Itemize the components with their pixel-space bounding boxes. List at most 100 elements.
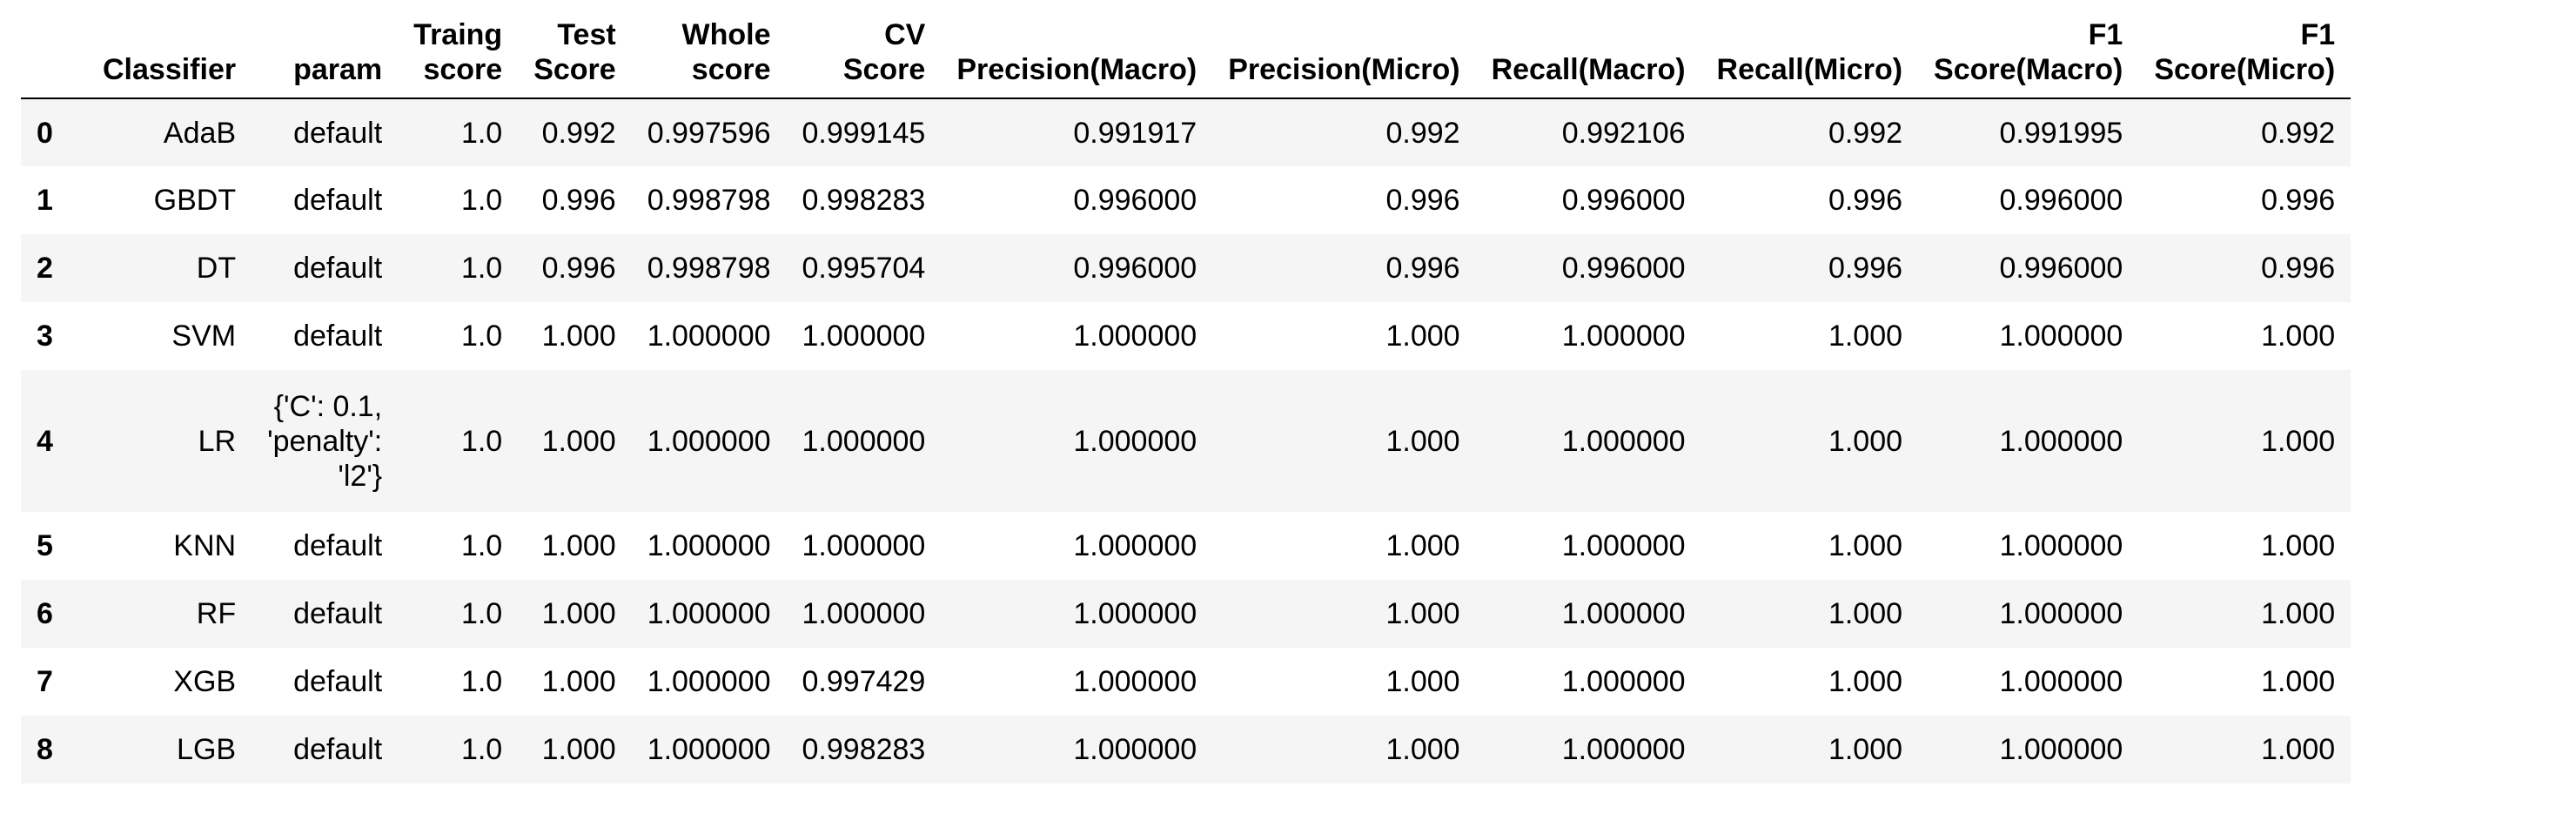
column-header-line: Classifier	[103, 53, 237, 86]
param-line: {'C': 0.1,	[273, 389, 383, 423]
cell-f1-macro: 1.000000	[1999, 424, 2123, 458]
cell-classifier: LR	[198, 424, 237, 458]
param-line: default	[293, 597, 383, 630]
cell-cv-score: 0.997429	[802, 665, 926, 698]
table-body: 0 AdaB default 1.0 0.992 0.997596 0.999145 0.99…	[21, 98, 2351, 784]
table-row: 3 SVM default 1.0 1.000 1.000000 1.000000 1.000…	[21, 302, 2351, 370]
cell-test-score: 0.992	[541, 116, 616, 150]
cell-recall-micro: 1.000	[1828, 424, 1903, 458]
cell-whole-score: 1.000000	[647, 733, 771, 766]
cell-f1-micro: 1.000	[2261, 665, 2336, 698]
cell-param: {'C': 0.1,'penalty':'l2'}	[252, 370, 398, 512]
column-header-line: Score(Micro)	[2154, 53, 2336, 86]
index-header	[21, 5, 87, 99]
column-header-line: Score	[842, 53, 926, 86]
cell-precision-macro: 1.000000	[1073, 424, 1197, 458]
dataframe-output: Classifier param Traing score Test Score Whole…	[21, 5, 2351, 784]
cell-recall-macro: 1.000000	[1561, 319, 1686, 353]
cell-classifier: LGB	[177, 733, 237, 766]
cell-f1-macro: 1.000000	[1999, 529, 2123, 562]
cell-recall-micro: 1.000	[1828, 597, 1903, 630]
param-line: default	[293, 733, 383, 766]
table-row: 6 RF default 1.0 1.000 1.000000 1.000000 1.0000…	[21, 580, 2351, 648]
cell-classifier: AdaB	[163, 116, 237, 150]
column-header-cv-score: CV Score	[786, 5, 942, 99]
column-header-line: F1	[2088, 18, 2123, 51]
cell-training-score: 1.0	[460, 529, 503, 562]
column-header-line: score	[423, 53, 503, 86]
cell-training-score: 1.0	[460, 319, 503, 353]
cell-test-score: 0.996	[541, 184, 616, 217]
cell-classifier: RF	[196, 597, 237, 630]
table-row: 4 LR {'C': 0.1,'penalty':'l2'} 1.0 1.000 1.00…	[21, 370, 2351, 512]
cell-whole-score: 1.000000	[647, 597, 771, 630]
cell-test-score: 1.000	[541, 597, 616, 630]
cell-test-score: 1.000	[541, 529, 616, 562]
cell-cv-score: 1.000000	[802, 424, 926, 458]
cell-training-score: 1.0	[460, 184, 503, 217]
row-index: 1	[37, 184, 53, 217]
column-header-param: param	[252, 5, 399, 99]
cell-whole-score: 1.000000	[647, 424, 771, 458]
cell-precision-micro: 0.992	[1385, 116, 1460, 150]
cell-precision-micro: 0.996	[1385, 184, 1460, 217]
cell-recall-macro: 1.000000	[1561, 424, 1686, 458]
cell-recall-micro: 0.996	[1828, 184, 1903, 217]
column-header-line: F1	[2300, 18, 2336, 51]
cell-recall-macro: 1.000000	[1561, 665, 1686, 698]
param-line: default	[293, 184, 383, 217]
cell-f1-micro: 0.992	[2261, 116, 2336, 150]
cell-param: default	[252, 234, 398, 302]
column-header-test-score: Test Score	[518, 5, 632, 99]
cell-classifier: GBDT	[153, 184, 237, 217]
cell-recall-macro: 1.000000	[1561, 529, 1686, 562]
param-line: 'penalty':	[267, 424, 383, 458]
row-index: 4	[37, 424, 53, 458]
cell-training-score: 1.0	[460, 597, 503, 630]
column-header-training-score: Traing score	[398, 5, 519, 99]
row-index: 2	[37, 252, 53, 285]
cell-precision-micro: 1.000	[1385, 529, 1460, 562]
cell-training-score: 1.0	[460, 252, 503, 285]
cell-training-score: 1.0	[460, 116, 503, 150]
cell-cv-score: 0.998283	[802, 184, 926, 217]
param-line: default	[293, 319, 383, 353]
param-line: default	[293, 252, 383, 285]
cell-f1-macro: 0.991995	[1999, 116, 2123, 150]
cell-recall-micro: 1.000	[1828, 733, 1903, 766]
row-index: 8	[37, 733, 53, 766]
cell-param: default	[252, 580, 398, 648]
cell-precision-macro: 1.000000	[1073, 529, 1197, 562]
table-row: 7 XGB default 1.0 1.000 1.000000 0.997429 1.000…	[21, 648, 2351, 716]
table-header: Classifier param Traing score Test Score Whole…	[21, 5, 2351, 99]
cell-f1-micro: 1.000	[2261, 424, 2336, 458]
cell-test-score: 1.000	[541, 733, 616, 766]
cell-precision-micro: 1.000	[1385, 733, 1460, 766]
row-index: 7	[37, 665, 53, 698]
cell-cv-score: 0.995704	[802, 252, 926, 285]
cell-cv-score: 1.000000	[802, 597, 926, 630]
cell-f1-macro: 1.000000	[1999, 597, 2123, 630]
column-header-line: Recall(Macro)	[1491, 53, 1686, 86]
row-index: 3	[37, 319, 53, 353]
column-header-line: Test	[557, 18, 616, 51]
column-header-recall-macro: Recall(Macro)	[1475, 5, 1701, 99]
cell-whole-score: 0.998798	[647, 184, 771, 217]
column-header-f1-macro: F1 Score(Macro)	[1918, 5, 2139, 99]
cell-cv-score: 1.000000	[802, 529, 926, 562]
cell-recall-macro: 0.992106	[1561, 116, 1686, 150]
cell-f1-micro: 0.996	[2261, 184, 2336, 217]
cell-f1-macro: 1.000000	[1999, 665, 2123, 698]
cell-recall-micro: 0.992	[1828, 116, 1903, 150]
column-header-line: param	[293, 53, 383, 86]
column-header-line: CV	[884, 18, 926, 51]
cell-precision-macro: 1.000000	[1073, 319, 1197, 353]
cell-precision-macro: 1.000000	[1073, 597, 1197, 630]
cell-precision-macro: 1.000000	[1073, 665, 1197, 698]
column-header-precision-micro: Precision(Micro)	[1212, 5, 1476, 99]
cell-param: default	[252, 716, 398, 784]
column-header-line: Score(Macro)	[1934, 53, 2123, 86]
cell-recall-macro: 1.000000	[1561, 597, 1686, 630]
param-line: 'l2'}	[338, 459, 383, 493]
param-line: default	[293, 116, 383, 150]
